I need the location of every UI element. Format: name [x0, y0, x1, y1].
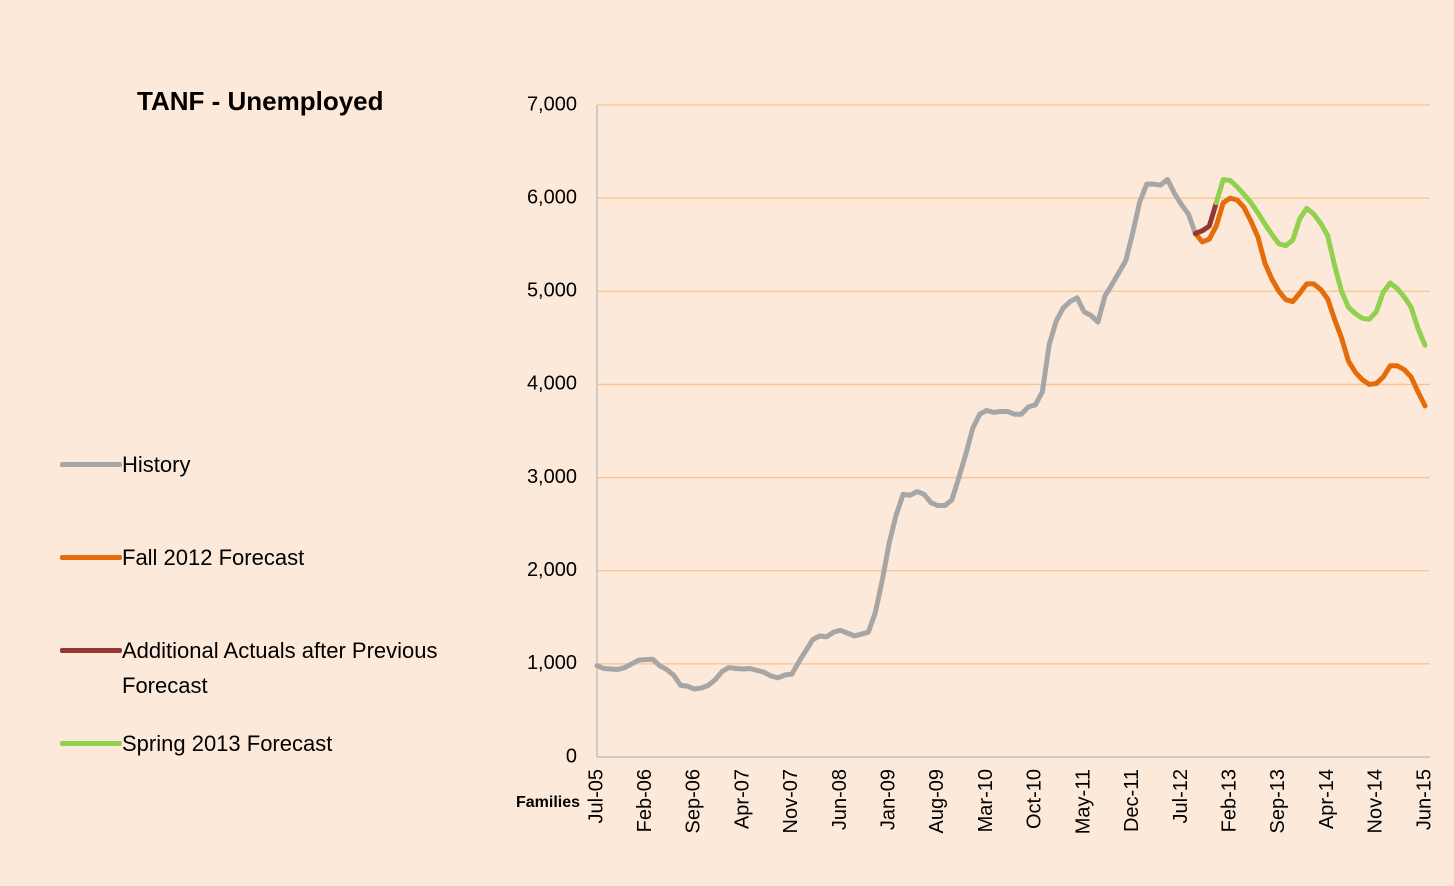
- y-tick-label: 6,000: [527, 186, 577, 208]
- x-tick-label: Jul-12: [1170, 769, 1192, 823]
- y-tick-label: 3,000: [527, 466, 577, 488]
- legend-label: Additional Actuals after Previous Foreca…: [122, 638, 438, 698]
- y-tick-label: 0: [566, 745, 577, 767]
- x-tick-label: Feb-06: [634, 769, 656, 832]
- legend-label: Spring 2013 Forecast: [122, 731, 333, 756]
- x-tick-label: Jul-05: [585, 769, 607, 823]
- x-tick-label: Jun-08: [829, 769, 851, 830]
- x-tick-label: Dec-11: [1121, 769, 1143, 832]
- x-tick-label: Jan-09: [878, 769, 900, 830]
- legend-item: Spring 2013 Forecast: [60, 726, 500, 761]
- series-line: [594, 177, 1198, 692]
- x-tick-label: Jun-15: [1413, 769, 1435, 830]
- y-tick-label: 4,000: [527, 373, 577, 395]
- y-tick-label: 1,000: [527, 652, 577, 674]
- x-tick-label: Oct-10: [1024, 769, 1046, 829]
- x-tick-label: Feb-13: [1218, 769, 1240, 832]
- x-tick-label: Apr-07: [731, 769, 753, 829]
- x-tick-label: Sep-13: [1267, 769, 1289, 834]
- legend-swatch: [60, 462, 122, 467]
- x-tick-label: Nov-14: [1365, 769, 1387, 833]
- chart-title: TANF - Unemployed: [137, 86, 384, 116]
- series-line: [1192, 200, 1219, 237]
- legend-item: History: [60, 447, 500, 482]
- series-line: [1192, 195, 1428, 409]
- x-tick-label: Nov-07: [780, 769, 802, 833]
- legend-swatch: [60, 741, 122, 746]
- legend-label: History: [122, 452, 191, 477]
- x-tick-label: Aug-09: [926, 769, 948, 834]
- legend-label: Fall 2012 Forecast: [122, 545, 305, 570]
- series-line: [1213, 177, 1428, 348]
- legend-swatch: [60, 648, 122, 653]
- legend-item: Additional Actuals after Previous Foreca…: [60, 633, 500, 703]
- legend-swatch: [60, 555, 122, 560]
- x-axis-label: Families: [516, 794, 580, 811]
- legend-item: Fall 2012 Forecast: [60, 540, 500, 575]
- x-tick-label: Apr-14: [1316, 769, 1338, 829]
- x-tick-label: May-11: [1072, 769, 1094, 834]
- x-tick-label: Mar-10: [975, 769, 997, 832]
- y-tick-label: 2,000: [527, 559, 577, 581]
- x-tick-label: Sep-06: [683, 769, 705, 834]
- y-tick-label: 5,000: [527, 280, 577, 302]
- y-tick-label: 7,000: [527, 93, 577, 115]
